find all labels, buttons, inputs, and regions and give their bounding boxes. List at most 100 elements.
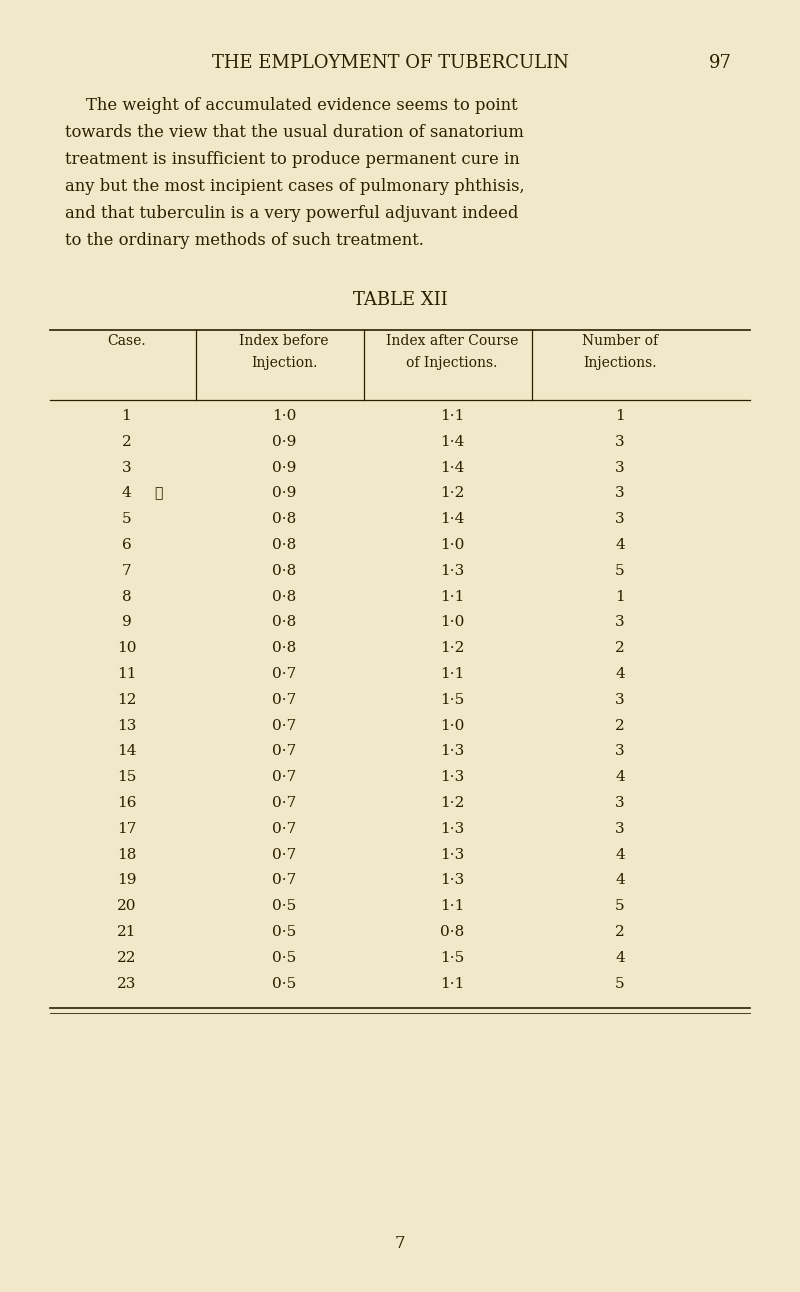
Text: 21: 21 [117, 925, 136, 939]
Text: 1·3: 1·3 [440, 822, 464, 836]
Text: 2: 2 [615, 925, 625, 939]
Text: any but the most incipient cases of pulmonary phthisis,: any but the most incipient cases of pulm… [65, 178, 525, 195]
Text: 3: 3 [122, 461, 131, 474]
Text: 19: 19 [117, 873, 136, 888]
Text: 1·0: 1·0 [440, 537, 464, 552]
Text: TABLE XII: TABLE XII [353, 291, 447, 309]
Text: 1·5: 1·5 [440, 951, 464, 965]
Text: 1·3: 1·3 [440, 848, 464, 862]
Text: 1·1: 1·1 [440, 977, 464, 991]
Text: of Injections.: of Injections. [406, 357, 498, 370]
Text: 0·5: 0·5 [272, 951, 296, 965]
Text: 1·3: 1·3 [440, 873, 464, 888]
Text: 5: 5 [615, 899, 625, 913]
Text: 0·9: 0·9 [272, 435, 296, 448]
Text: 14: 14 [117, 744, 136, 758]
Text: 1·1: 1·1 [440, 589, 464, 603]
Text: 5: 5 [615, 563, 625, 578]
Text: 4: 4 [615, 537, 625, 552]
Text: 7: 7 [394, 1235, 406, 1252]
Text: 11: 11 [117, 667, 136, 681]
Text: Injection.: Injection. [251, 357, 317, 370]
Text: 0·8: 0·8 [272, 589, 296, 603]
Text: 1·4: 1·4 [440, 461, 464, 474]
Text: Index before: Index before [239, 335, 329, 348]
Text: 0·5: 0·5 [272, 977, 296, 991]
Text: 3: 3 [615, 512, 625, 526]
Text: 0·8: 0·8 [272, 641, 296, 655]
Text: ∶: ∶ [154, 486, 162, 500]
Text: 2: 2 [615, 718, 625, 733]
Text: 1·3: 1·3 [440, 770, 464, 784]
Text: 1·0: 1·0 [440, 718, 464, 733]
Text: 4: 4 [615, 951, 625, 965]
Text: 3: 3 [615, 744, 625, 758]
Text: 0·8: 0·8 [272, 615, 296, 629]
Text: Index after Course: Index after Course [386, 335, 518, 348]
Text: 1: 1 [615, 589, 625, 603]
Text: 0·7: 0·7 [272, 667, 296, 681]
Text: 97: 97 [709, 54, 731, 72]
Text: 1·1: 1·1 [440, 899, 464, 913]
Text: 1·5: 1·5 [440, 693, 464, 707]
Text: 0·7: 0·7 [272, 693, 296, 707]
Text: 20: 20 [117, 899, 136, 913]
Text: 5: 5 [615, 977, 625, 991]
Text: THE EMPLOYMENT OF TUBERCULIN: THE EMPLOYMENT OF TUBERCULIN [211, 54, 569, 72]
Text: 3: 3 [615, 461, 625, 474]
Text: 1·4: 1·4 [440, 512, 464, 526]
Text: 0·7: 0·7 [272, 873, 296, 888]
Text: 15: 15 [117, 770, 136, 784]
Text: 18: 18 [117, 848, 136, 862]
Text: The weight of accumulated evidence seems to point: The weight of accumulated evidence seems… [65, 97, 518, 114]
Text: 1·1: 1·1 [440, 667, 464, 681]
Text: 13: 13 [117, 718, 136, 733]
Text: 3: 3 [615, 822, 625, 836]
Text: 0·5: 0·5 [272, 899, 296, 913]
Text: 3: 3 [615, 615, 625, 629]
Text: 2: 2 [122, 435, 131, 448]
Text: 0·8: 0·8 [272, 537, 296, 552]
Text: 1·2: 1·2 [440, 641, 464, 655]
Text: to the ordinary methods of such treatment.: to the ordinary methods of such treatmen… [65, 233, 424, 249]
Text: 22: 22 [117, 951, 136, 965]
Text: 0·7: 0·7 [272, 770, 296, 784]
Text: 7: 7 [122, 563, 131, 578]
Text: 0·7: 0·7 [272, 718, 296, 733]
Text: 1: 1 [615, 410, 625, 422]
Text: 9: 9 [122, 615, 131, 629]
Text: 12: 12 [117, 693, 136, 707]
Text: 1·0: 1·0 [272, 410, 296, 422]
Text: 17: 17 [117, 822, 136, 836]
Text: 0·9: 0·9 [272, 461, 296, 474]
Text: 0·8: 0·8 [272, 512, 296, 526]
Text: 5: 5 [122, 512, 131, 526]
Text: 0·5: 0·5 [272, 925, 296, 939]
Text: 0·7: 0·7 [272, 744, 296, 758]
Text: 1·2: 1·2 [440, 486, 464, 500]
Text: 4: 4 [122, 486, 131, 500]
Text: Case.: Case. [107, 335, 146, 348]
Text: 1·2: 1·2 [440, 796, 464, 810]
Text: 4: 4 [615, 848, 625, 862]
Text: 0·7: 0·7 [272, 848, 296, 862]
Text: 3: 3 [615, 486, 625, 500]
Text: 1: 1 [122, 410, 131, 422]
Text: 8: 8 [122, 589, 131, 603]
Text: Injections.: Injections. [583, 357, 657, 370]
Text: 3: 3 [615, 796, 625, 810]
Text: 1·0: 1·0 [440, 615, 464, 629]
Text: 23: 23 [117, 977, 136, 991]
Text: 4: 4 [615, 770, 625, 784]
Text: 1·3: 1·3 [440, 563, 464, 578]
Text: and that tuberculin is a very powerful adjuvant indeed: and that tuberculin is a very powerful a… [65, 205, 518, 222]
Text: 2: 2 [615, 641, 625, 655]
Text: 0·7: 0·7 [272, 796, 296, 810]
Text: treatment is insufficient to produce permanent cure in: treatment is insufficient to produce per… [65, 151, 520, 168]
Text: 1·3: 1·3 [440, 744, 464, 758]
Text: towards the view that the usual duration of sanatorium: towards the view that the usual duration… [65, 124, 524, 141]
Text: 3: 3 [615, 693, 625, 707]
Text: 0·7: 0·7 [272, 822, 296, 836]
Text: 0·8: 0·8 [440, 925, 464, 939]
Text: Number of: Number of [582, 335, 658, 348]
